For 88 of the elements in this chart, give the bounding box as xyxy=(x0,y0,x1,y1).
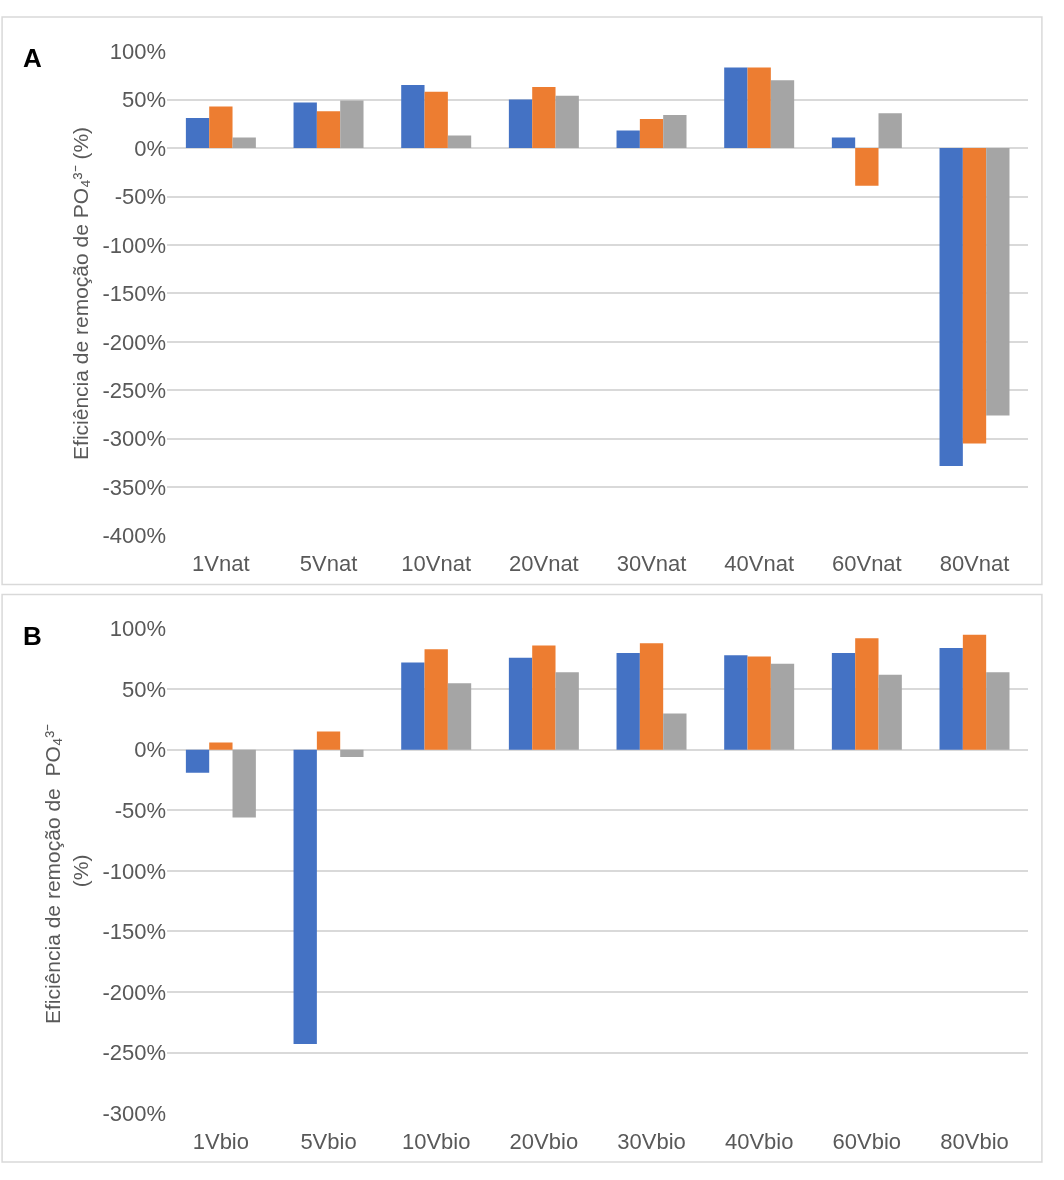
x-tick-label: 10Vnat xyxy=(401,551,472,577)
bar xyxy=(747,67,771,149)
bar xyxy=(616,652,640,750)
bar xyxy=(293,102,317,149)
bar xyxy=(939,648,963,750)
bar xyxy=(770,663,795,750)
bar xyxy=(639,643,664,750)
y-tick-label: -300% xyxy=(102,426,167,452)
y-tick-label: -150% xyxy=(102,919,167,945)
bar xyxy=(962,634,987,750)
bar xyxy=(663,713,687,750)
bar xyxy=(209,106,233,149)
y-tick-label: -100% xyxy=(102,232,167,258)
bar xyxy=(831,137,856,149)
bar xyxy=(663,115,687,149)
x-tick-label: 30Vbio xyxy=(617,1128,686,1154)
y-tick-label: 50% xyxy=(121,87,167,113)
bar xyxy=(508,99,533,149)
y-tick-label: -350% xyxy=(102,474,167,500)
y-tick-label: -100% xyxy=(102,858,167,884)
chart-title: B xyxy=(23,621,42,651)
x-tick-label: 30Vnat xyxy=(616,551,687,577)
x-tick-label: 60Vbio xyxy=(832,1128,902,1154)
bar xyxy=(855,148,879,186)
x-tick-label: 60Vnat xyxy=(831,551,902,577)
y-tick-label: -200% xyxy=(102,329,167,355)
bar xyxy=(639,118,664,149)
bar xyxy=(340,100,364,149)
y-tick-label: 100% xyxy=(109,616,167,642)
bar xyxy=(555,672,579,750)
bar xyxy=(401,85,425,149)
y-tick-label: 100% xyxy=(109,38,167,64)
y-tick-label: 0% xyxy=(134,135,167,161)
y-tick-label: -400% xyxy=(102,523,167,549)
x-tick-label: 5Vbio xyxy=(300,1128,357,1154)
y-tick-label: -50% xyxy=(114,798,167,824)
bar xyxy=(232,137,256,149)
bar xyxy=(831,652,856,750)
bar xyxy=(770,80,795,149)
bar xyxy=(401,662,425,750)
bar xyxy=(986,672,1010,750)
bar xyxy=(532,645,556,750)
bar xyxy=(747,656,771,750)
bar xyxy=(724,655,748,750)
x-tick-label: 80Vbio xyxy=(940,1128,1009,1154)
x-tick-label: 20Vnat xyxy=(508,551,579,577)
y-tick-label: 0% xyxy=(134,737,167,763)
bar xyxy=(424,91,448,149)
bar xyxy=(986,148,1010,416)
bar xyxy=(209,742,233,750)
bar xyxy=(962,148,987,444)
y-tick-label: -250% xyxy=(102,1040,167,1066)
bar xyxy=(939,148,963,466)
x-tick-label: 80Vnat xyxy=(939,551,1010,577)
bar xyxy=(878,674,902,750)
bar xyxy=(316,111,341,149)
x-tick-label: 40Vnat xyxy=(724,551,795,577)
bar xyxy=(555,95,579,149)
y-tick-label: 50% xyxy=(121,676,167,702)
x-tick-label: 1Vbio xyxy=(192,1128,250,1154)
bar xyxy=(447,135,472,149)
x-tick-label: 20Vbio xyxy=(509,1128,579,1154)
x-tick-label: 5Vnat xyxy=(299,551,358,577)
bar xyxy=(508,657,533,750)
bar xyxy=(878,113,902,149)
y-axis-title: Eficiência de remoção de PO₄³⁻ (%) xyxy=(41,717,92,1025)
bar xyxy=(293,749,317,1045)
bar xyxy=(232,749,256,818)
bar xyxy=(532,87,556,149)
bar xyxy=(447,683,472,750)
y-tick-label: -200% xyxy=(102,979,167,1005)
y-tick-label: -50% xyxy=(114,184,167,210)
y-tick-label: -150% xyxy=(102,281,167,307)
bar xyxy=(855,638,879,750)
y-tick-label: -250% xyxy=(102,378,167,404)
bar xyxy=(185,749,210,773)
y-axis-title: Eficiência de remoção de PO₄³⁻ (%) xyxy=(68,126,92,460)
chart-title: A xyxy=(23,43,42,73)
x-tick-label: 10Vbio xyxy=(401,1128,471,1154)
y-tick-label: -300% xyxy=(102,1100,167,1126)
bar xyxy=(340,749,364,758)
bar xyxy=(724,67,748,149)
bar xyxy=(185,118,210,149)
x-tick-label: 1Vnat xyxy=(192,551,250,577)
x-tick-label: 40Vbio xyxy=(724,1128,794,1154)
bar xyxy=(316,731,341,750)
bar xyxy=(424,649,448,750)
bar xyxy=(616,130,640,149)
